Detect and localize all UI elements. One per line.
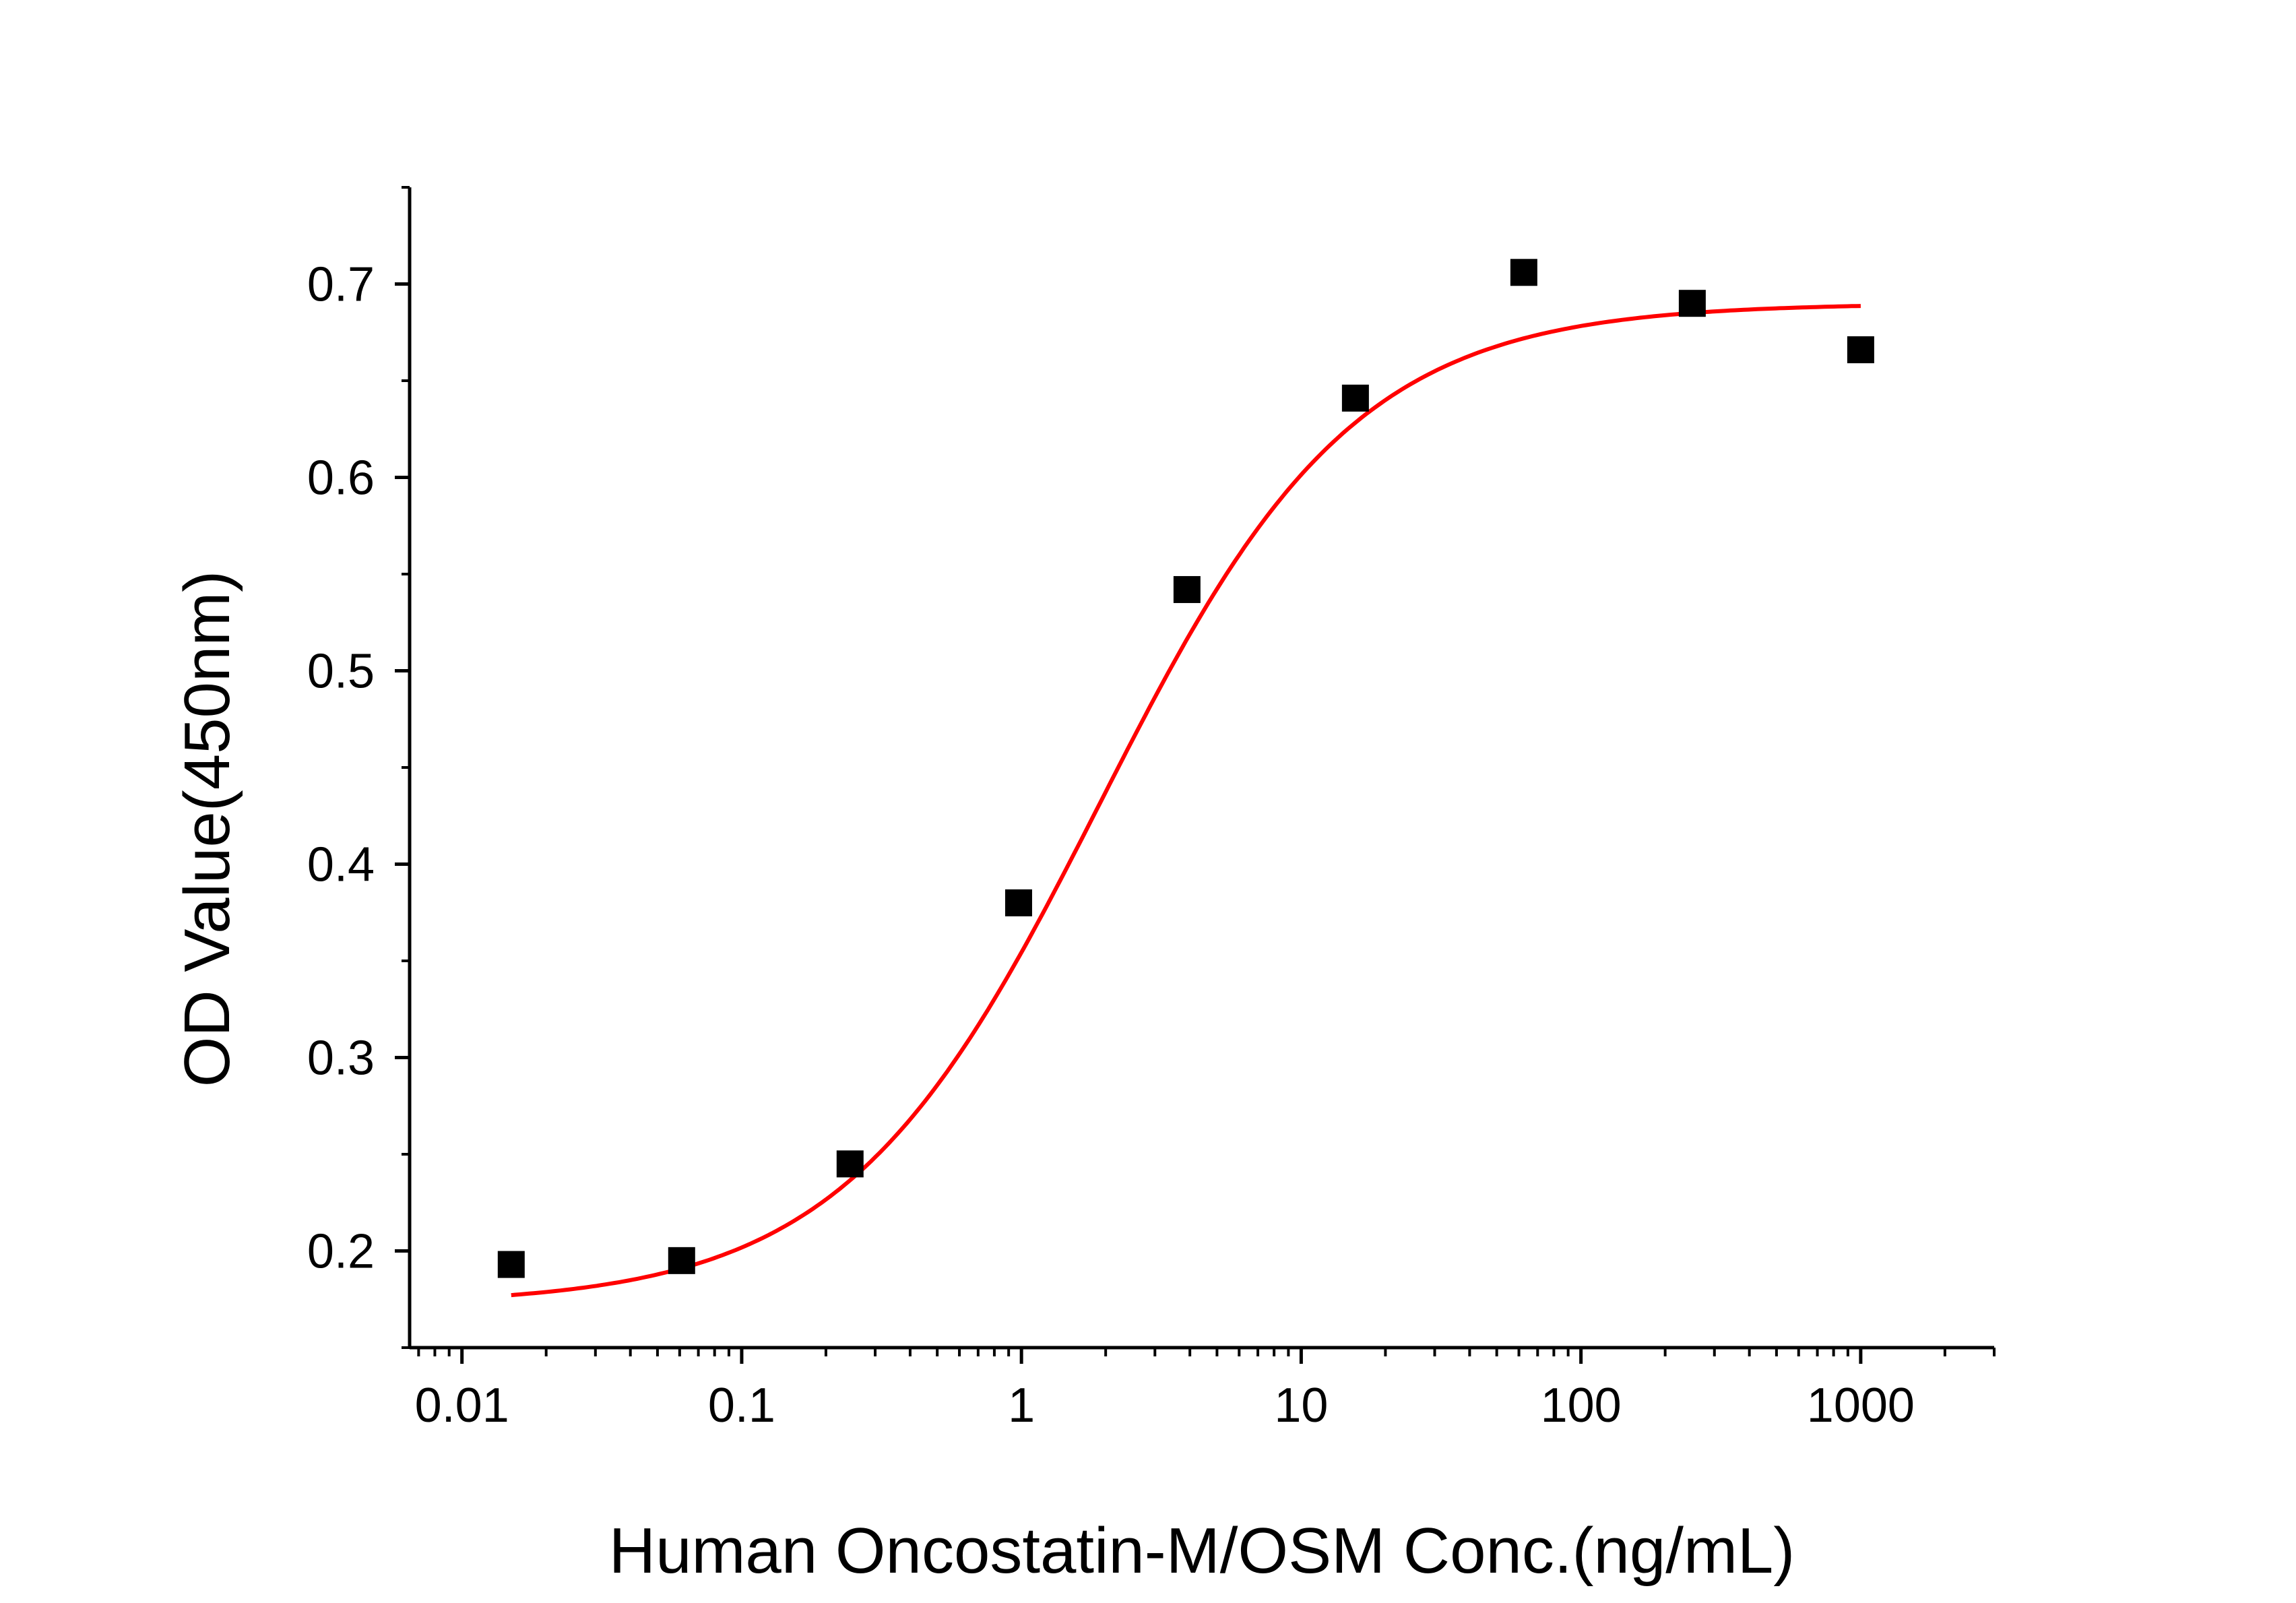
data-point-marker: [1510, 259, 1537, 286]
data-point-marker: [1847, 336, 1874, 364]
y-axis-label: OD Value(450nm): [171, 571, 243, 1088]
y-tick-label: 0.7: [307, 258, 375, 312]
x-tick-label: 100: [1541, 1379, 1622, 1433]
y-tick-label: 0.4: [307, 838, 375, 892]
x-axis-label: Human Oncostatin-M/OSM Conc.(ng/mL): [609, 1515, 1795, 1587]
data-point-marker: [668, 1247, 695, 1274]
x-tick-label: 1: [1008, 1379, 1035, 1433]
data-point-marker: [497, 1251, 525, 1278]
x-tick-label: 0.1: [708, 1379, 775, 1433]
data-point-marker: [1341, 384, 1369, 412]
data-point-marker: [1004, 889, 1032, 916]
x-axis-tick-labels: 0.01 0.1 1 10 100 1000: [415, 1379, 1915, 1433]
y-axis-tick-labels: 0.2 0.3 0.4 0.5 0.6 0.7: [307, 258, 375, 1279]
data-point-marker: [836, 1150, 864, 1178]
data-point-marker: [1678, 290, 1706, 317]
y-tick-label: 0.3: [307, 1032, 375, 1086]
y-tick-label: 0.6: [307, 451, 375, 505]
x-tick-label: 1000: [1807, 1379, 1915, 1433]
data-points: [497, 259, 1874, 1278]
x-axis-ticks: [417, 1348, 1996, 1364]
y-axis-ticks: [395, 186, 410, 1349]
data-point-marker: [1173, 575, 1201, 603]
x-tick-label: 0.01: [415, 1379, 509, 1433]
y-tick-label: 0.2: [307, 1225, 375, 1279]
y-tick-label: 0.5: [307, 645, 375, 699]
axes: [408, 187, 1994, 1350]
x-tick-label: 10: [1274, 1379, 1328, 1433]
fit-curve: [511, 304, 1861, 1298]
